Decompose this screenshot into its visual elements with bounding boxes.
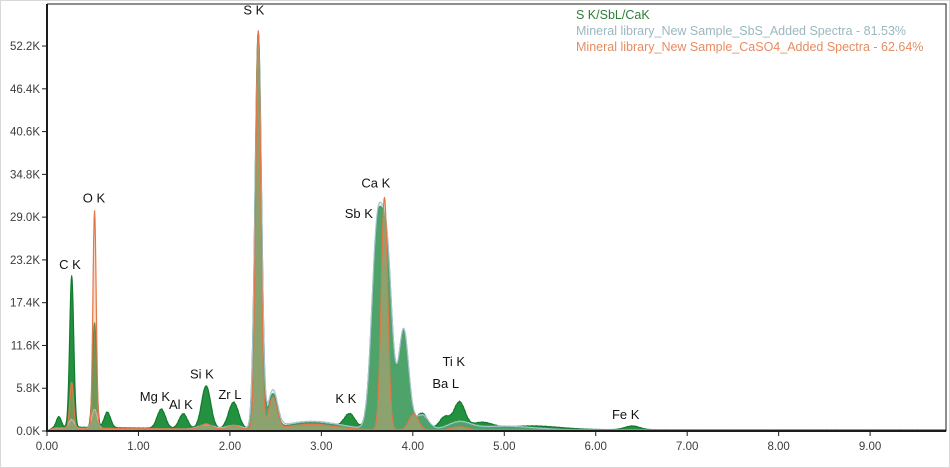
x-tick-label: 7.00: [676, 441, 698, 453]
peak-label-k-k: K K: [335, 391, 356, 406]
y-tick-label: 29.0K: [10, 212, 40, 224]
x-tick-label: 5.00: [493, 441, 515, 453]
peak-label-o-k: O K: [83, 190, 106, 205]
peak-label-ba-l: Ba L: [432, 376, 459, 391]
plot-background: [47, 4, 946, 431]
x-tick-label: 2.00: [219, 441, 241, 453]
peak-label-ca-k: Ca K: [361, 176, 390, 191]
chart-legend: S K/SbL/CaK Mineral library_New Sample_Sb…: [576, 7, 923, 55]
peak-label-mg-k: Mg K: [140, 389, 171, 404]
peak-label-zr-l: Zr L: [218, 387, 241, 402]
plot-frame: [47, 3, 947, 431]
y-tick-label: 46.4K: [10, 84, 40, 96]
y-tick-label: 34.8K: [10, 169, 40, 181]
legend-item: Mineral library_New Sample_CaSO4_Added S…: [576, 40, 924, 54]
y-tick-label: 0.0K: [16, 426, 40, 438]
x-tick-label: 0.00: [36, 441, 58, 453]
x-tick-label: 3.00: [310, 441, 332, 453]
peak-label-fe-k: Fe K: [612, 407, 640, 422]
peak-label-ti-k: Ti K: [442, 354, 465, 369]
peak-label-s-k: S K: [243, 2, 264, 17]
y-tick-label: 23.2K: [10, 255, 40, 267]
x-tick-label: 4.00: [402, 441, 424, 453]
peak-label-c-k: C K: [59, 257, 81, 272]
x-tick-label: 8.00: [767, 441, 789, 453]
legend-item: Mineral library_New Sample_SbS_Added Spe…: [576, 24, 907, 38]
peak-label-si-k: Si K: [190, 367, 214, 382]
y-tick-label: 5.8K: [16, 383, 40, 395]
peak-label-sb-k: Sb K: [345, 206, 374, 221]
y-tick-label: 40.6K: [10, 127, 40, 139]
y-tick-label: 52.2K: [10, 41, 40, 53]
peak-label-al-k: Al K: [169, 397, 193, 412]
x-tick-label: 6.00: [585, 441, 607, 453]
y-tick-label: 17.4K: [10, 298, 40, 310]
y-tick-label: 11.6K: [11, 340, 41, 352]
x-tick-label: 1.00: [127, 441, 149, 453]
x-tick-label: 9.00: [859, 441, 881, 453]
legend-item: S K/SbL/CaK: [576, 8, 650, 22]
